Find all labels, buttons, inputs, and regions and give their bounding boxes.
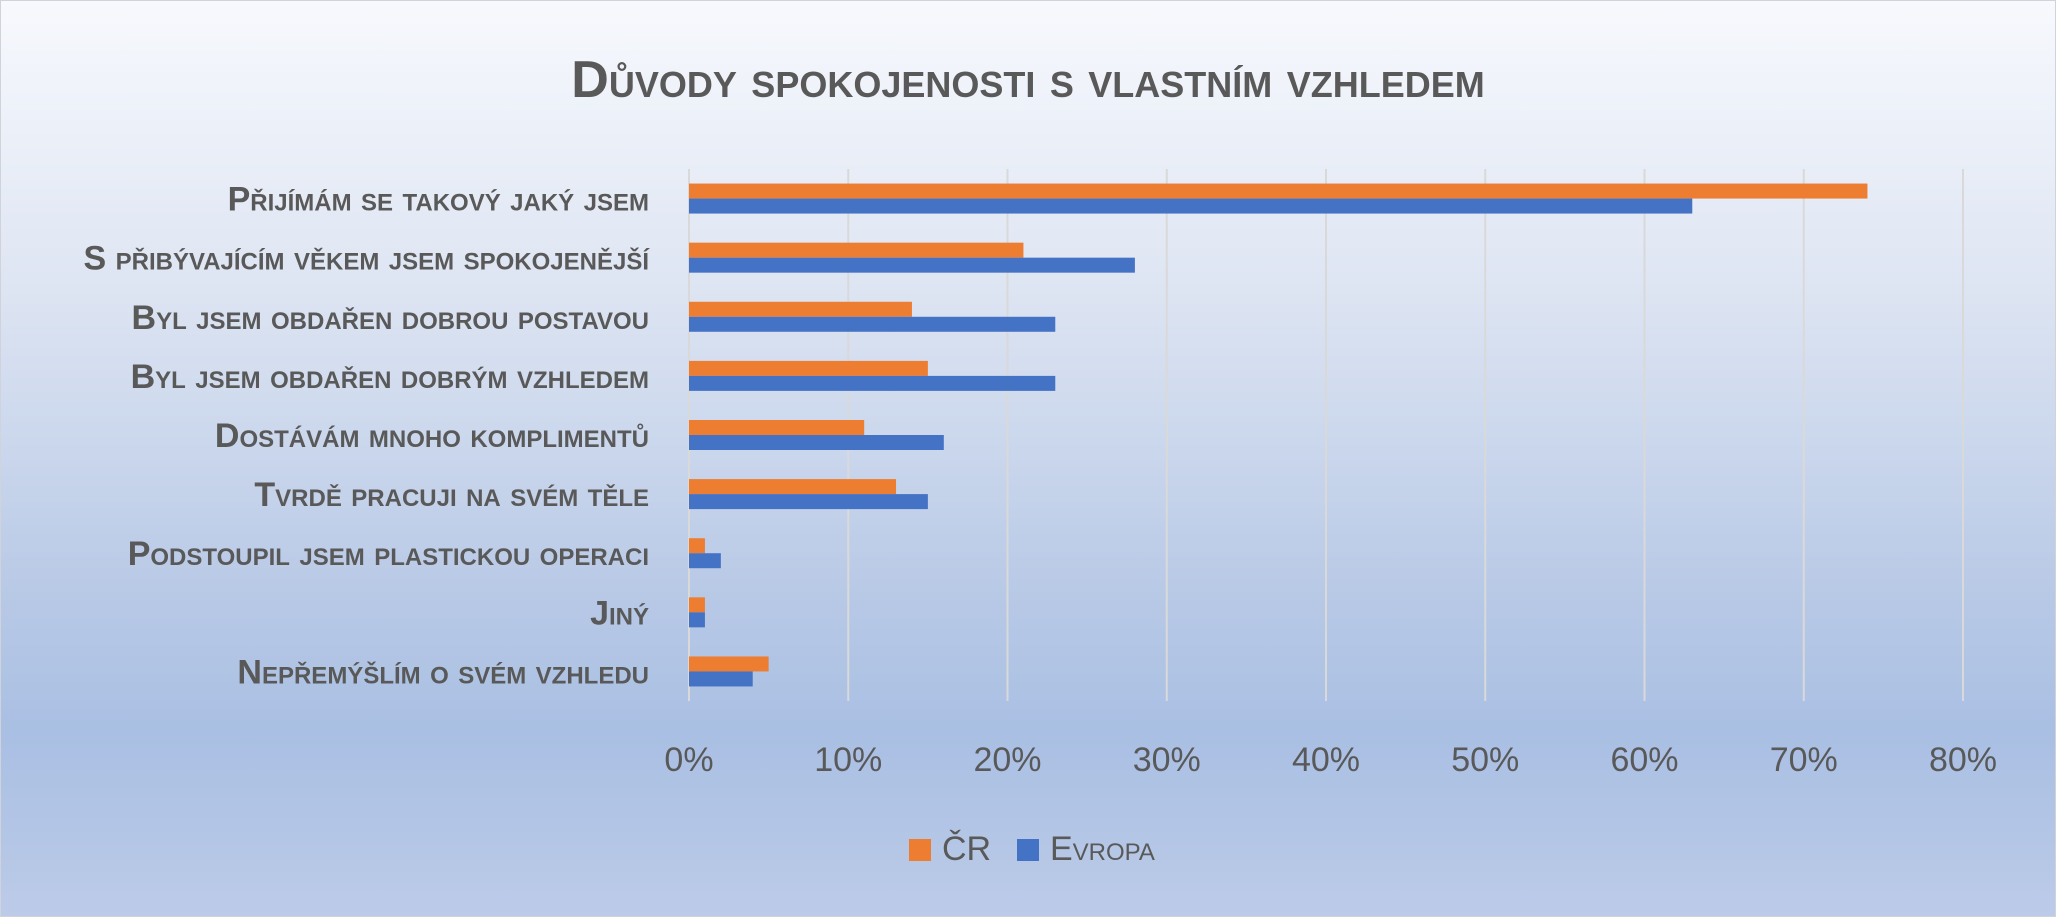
category-label: Byl jsem obdařen dobrou postavou	[132, 299, 649, 337]
bar-cr	[689, 360, 928, 376]
legend-swatch	[909, 839, 931, 861]
x-tick-label: 30%	[1133, 741, 1201, 779]
category-labels: Přijímám se takový jaký jsem S přibývajíc…	[84, 181, 651, 692]
x-tick-label: 0%	[664, 741, 713, 779]
x-tick-label: 70%	[1770, 741, 1838, 779]
legend-swatch	[1017, 839, 1039, 861]
x-tick-label: 80%	[1929, 741, 1997, 779]
bar-evropa	[689, 198, 1693, 214]
legend: ČR Evropa	[909, 830, 1155, 868]
x-tick-label: 10%	[814, 741, 882, 779]
category-label: Nepřemýšlím o svém vzhledu	[237, 653, 649, 691]
bar-evropa	[689, 316, 1056, 332]
legend-label: Evropa	[1050, 830, 1155, 868]
bar-cr	[689, 479, 897, 495]
bar-evropa	[689, 553, 721, 569]
x-tick-label: 50%	[1451, 741, 1519, 779]
category-label: S přibývajícím věkem jsem spokojenější	[84, 240, 651, 278]
bar-evropa	[689, 494, 928, 510]
bar-evropa	[689, 435, 944, 450]
category-label: Jiný	[590, 594, 649, 632]
bar-cr	[689, 597, 705, 613]
legend-label: ČR	[942, 830, 991, 868]
bars	[689, 183, 1868, 687]
x-tick-label: 60%	[1610, 741, 1678, 779]
bar-cr	[689, 183, 1868, 199]
category-label: Dostávám mnoho komplimentů	[215, 417, 649, 455]
bar-cr	[689, 242, 1024, 258]
bar-evropa	[689, 671, 753, 687]
bar-evropa	[689, 375, 1056, 391]
bar-cr	[689, 420, 865, 435]
x-axis-tick-labels: 0% 10% 20% 30% 40% 50% 60% 70% 80%	[664, 741, 1997, 779]
chart-title: Důvody spokojenosti s vlastním vzhledem	[571, 51, 1484, 109]
bar-evropa	[689, 257, 1135, 273]
category-label: Byl jsem obdařen dobrým vzhledem	[131, 358, 649, 396]
x-tick-label: 20%	[973, 741, 1041, 779]
bar-cr	[689, 538, 705, 554]
category-label: Přijímám se takový jaký jsem	[228, 181, 649, 219]
bar-cr	[689, 656, 769, 672]
x-tick-label: 40%	[1292, 741, 1360, 779]
category-label: Podstoupil jsem plastickou operaci	[128, 535, 649, 573]
bar-cr	[689, 301, 912, 317]
bar-evropa	[689, 612, 705, 628]
category-label: Tvrdě pracuji na svém těle	[254, 476, 649, 514]
